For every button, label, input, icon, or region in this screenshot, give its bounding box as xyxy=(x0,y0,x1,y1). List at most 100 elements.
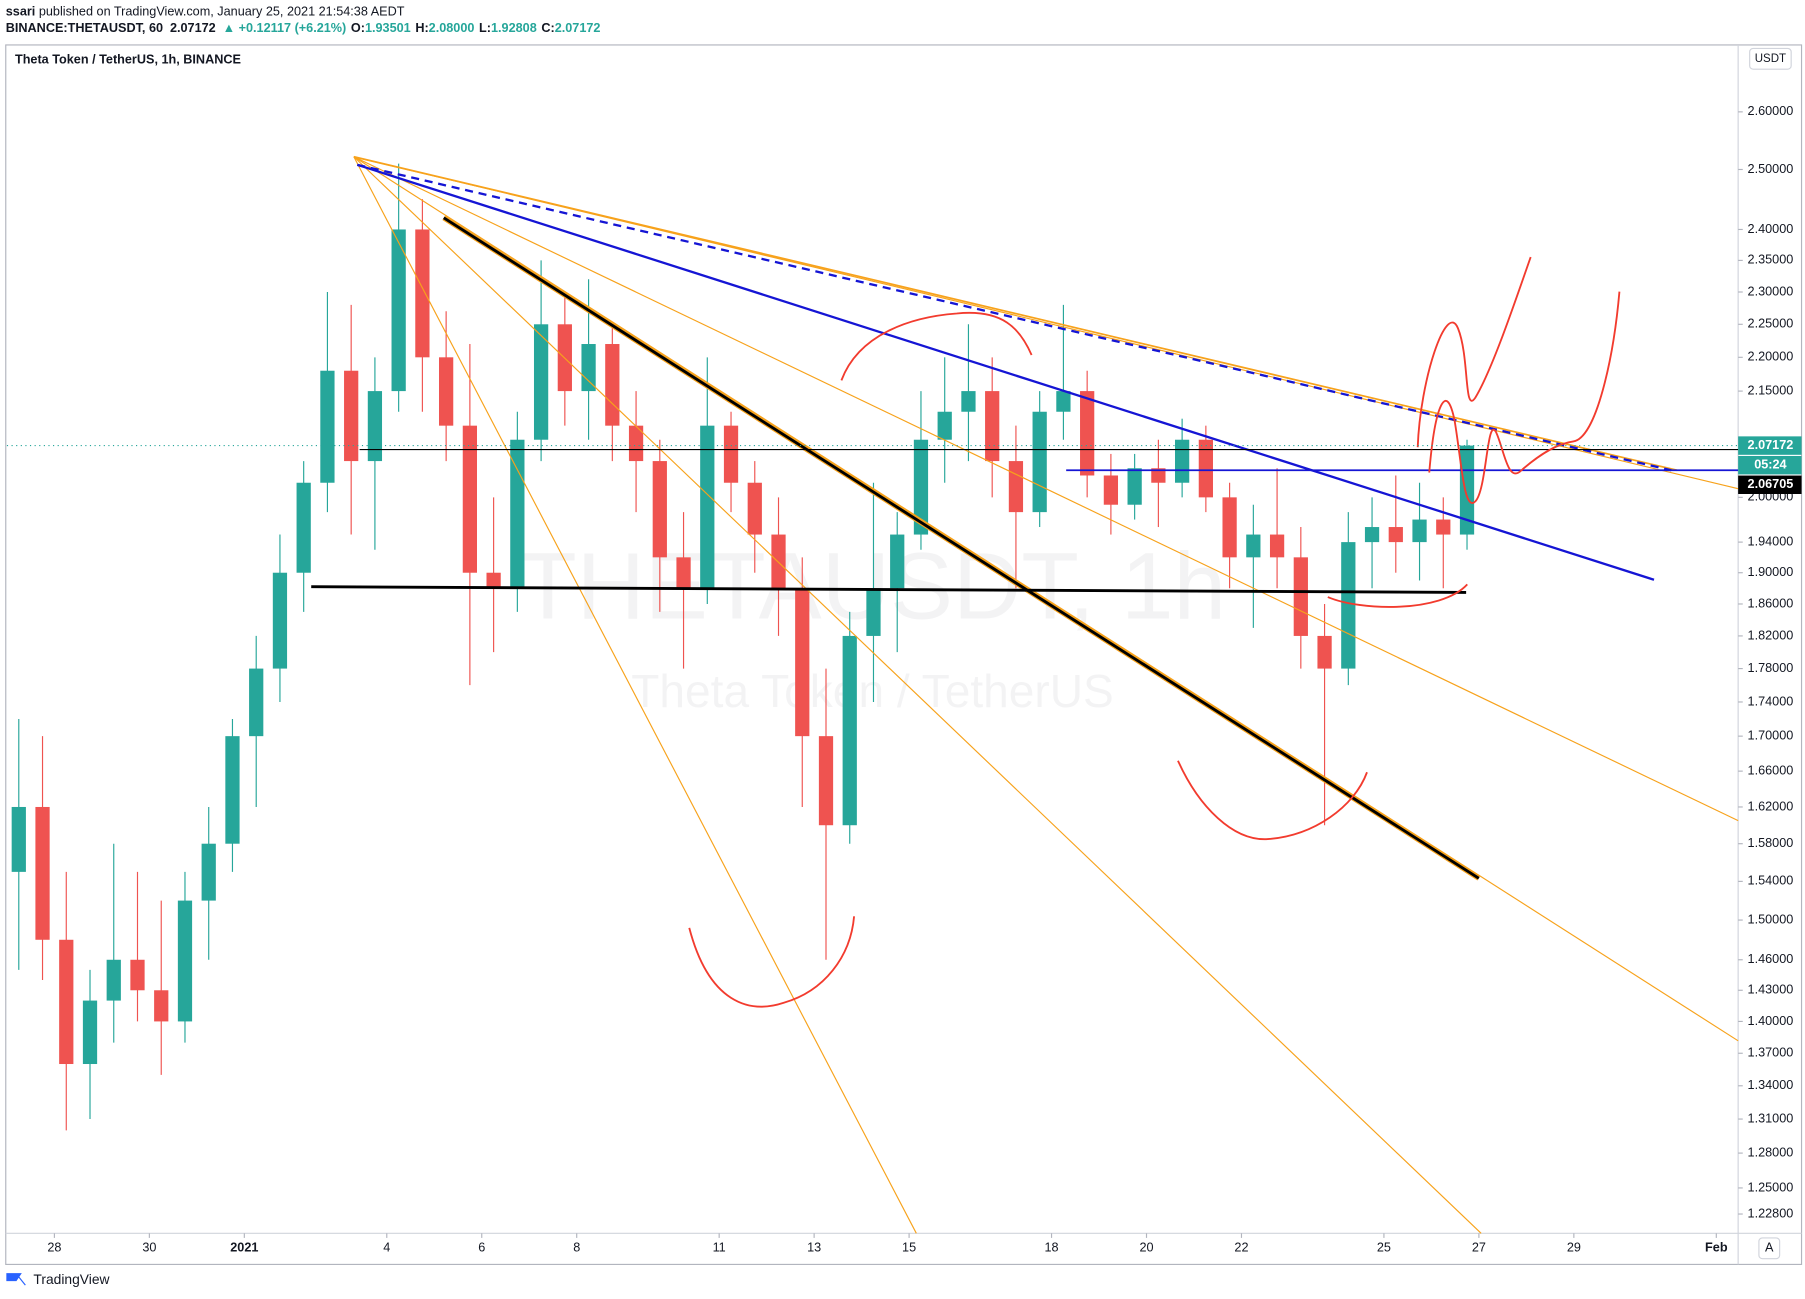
change: +0.12117 (+6.21%) xyxy=(239,21,347,35)
x-tick-label: 8 xyxy=(573,1241,580,1255)
y-tick-label: 2.35000 xyxy=(1748,253,1794,267)
sketch xyxy=(1428,291,1621,504)
trend-line xyxy=(357,163,1672,472)
y-tick-label: 2.60000 xyxy=(1748,104,1794,118)
line-price-label: 2.06705 xyxy=(1748,477,1794,491)
candle-body xyxy=(700,425,715,589)
candle-body xyxy=(961,391,976,412)
candle-body xyxy=(225,736,240,844)
last-price-box xyxy=(1738,436,1802,455)
y-tick-label: 1.50000 xyxy=(1748,912,1794,926)
ohlc-value: 2.08000 xyxy=(429,21,475,35)
candle-body xyxy=(771,534,786,589)
candle-body xyxy=(747,482,762,535)
candle-body xyxy=(391,229,406,392)
candle-body xyxy=(723,425,739,483)
y-tick-label: 1.82000 xyxy=(1748,628,1794,642)
y-tick-label: 1.66000 xyxy=(1748,763,1794,777)
auto-scale-label[interactable]: A xyxy=(1765,1241,1774,1255)
chart-frame xyxy=(5,44,1803,1265)
quote-line: BINANCE:THETAUSDT, 60 2.07172 ▲ +0.12117 (+… xyxy=(6,21,601,35)
y-tick-label: 1.58000 xyxy=(1748,836,1794,850)
published: published on TradingView.com, January 25… xyxy=(35,5,404,19)
x-tick-label: 29 xyxy=(1567,1241,1581,1255)
candle-body xyxy=(1246,534,1261,558)
symbol: BINANCE:THETAUSDT, 60 xyxy=(6,21,163,35)
x-tick-label: 20 xyxy=(1139,1241,1153,1255)
candle-body xyxy=(106,959,121,1001)
candle-body xyxy=(1103,475,1119,505)
candle-body xyxy=(1127,468,1142,505)
y-tick-label: 1.74000 xyxy=(1748,694,1794,708)
ohlc-value: 1.93501 xyxy=(365,21,411,35)
ohlc-key: H: xyxy=(415,21,428,35)
candle-body xyxy=(605,344,620,426)
ohlc-key: O: xyxy=(351,21,365,35)
y-tick-label: 2.25000 xyxy=(1748,317,1794,331)
candle-body xyxy=(581,344,596,392)
ohlc-value: 2.07172 xyxy=(555,21,601,35)
drawings xyxy=(311,155,1739,1234)
x-tick-label: 6 xyxy=(478,1241,485,1255)
author: ssari xyxy=(6,5,36,19)
y-tick-label: 2.40000 xyxy=(1748,222,1794,236)
y-tick-label: 1.37000 xyxy=(1748,1046,1794,1060)
x-tick-label: 22 xyxy=(1234,1241,1248,1255)
candle-body xyxy=(1412,519,1427,543)
logo-icon xyxy=(6,1273,26,1286)
candle-body xyxy=(1174,439,1190,483)
candle-body xyxy=(82,1000,98,1065)
x-tick-label: 2021 xyxy=(230,1241,258,1255)
y-tick-label: 1.94000 xyxy=(1748,534,1794,548)
countdown-box xyxy=(1738,455,1802,475)
candle-body xyxy=(985,391,1000,462)
countdown-label: 05:24 xyxy=(1754,458,1786,472)
currency[interactable]: USDT xyxy=(1755,53,1786,65)
candle-body xyxy=(1222,497,1237,558)
candle-body xyxy=(154,990,169,1022)
line-price-box xyxy=(1738,475,1802,494)
y-tick-label: 2.20000 xyxy=(1748,350,1794,364)
x-tick-label: 30 xyxy=(142,1241,156,1255)
x-tick-label: 11 xyxy=(713,1241,726,1255)
candle-body xyxy=(272,572,288,669)
axes: 2.60000 2.50000 2.40000 2.35000 2.30000 2.250… xyxy=(6,104,1802,1255)
candle-body xyxy=(652,461,667,558)
fan-line xyxy=(353,156,1739,1042)
currency-box[interactable] xyxy=(1749,47,1792,70)
x-tick-label: 13 xyxy=(807,1241,821,1255)
y-tick-label: 2.15000 xyxy=(1748,383,1794,397)
candle-body xyxy=(1388,527,1403,543)
candle-body xyxy=(533,324,549,440)
price: 2.07172 xyxy=(170,21,216,35)
y-tick-label: 1.22800 xyxy=(1748,1206,1794,1220)
fan-line xyxy=(353,156,917,1234)
candle-body xyxy=(866,588,881,636)
candle-body xyxy=(937,411,952,440)
fan-line xyxy=(353,156,1739,822)
ohlc-key: C: xyxy=(541,21,554,35)
candle-body xyxy=(367,391,383,462)
x-tick-label: Feb xyxy=(1705,1241,1728,1255)
candle-body xyxy=(59,939,74,1065)
x-tick-label: 25 xyxy=(1377,1241,1391,1255)
candle-body xyxy=(842,635,857,826)
y-tick-label: 1.31000 xyxy=(1748,1111,1794,1125)
candle-body xyxy=(1198,439,1213,498)
candle-body xyxy=(1080,391,1095,476)
candle-body xyxy=(676,557,691,589)
candle-body xyxy=(462,425,477,573)
candle-body xyxy=(1151,468,1166,483)
candle-body xyxy=(1459,445,1475,535)
x-tick-label: 15 xyxy=(902,1241,916,1255)
y-tick-label: 1.78000 xyxy=(1748,661,1794,675)
sketch xyxy=(1327,583,1468,608)
candle-body xyxy=(1293,557,1308,636)
candle-body xyxy=(130,959,145,991)
candle-body xyxy=(415,229,430,358)
candle-body xyxy=(628,425,644,462)
candle-body xyxy=(296,482,311,573)
candle-body xyxy=(486,572,501,589)
auto-scale-button[interactable] xyxy=(1758,1237,1781,1260)
y-tick-label: 1.86000 xyxy=(1748,596,1794,610)
